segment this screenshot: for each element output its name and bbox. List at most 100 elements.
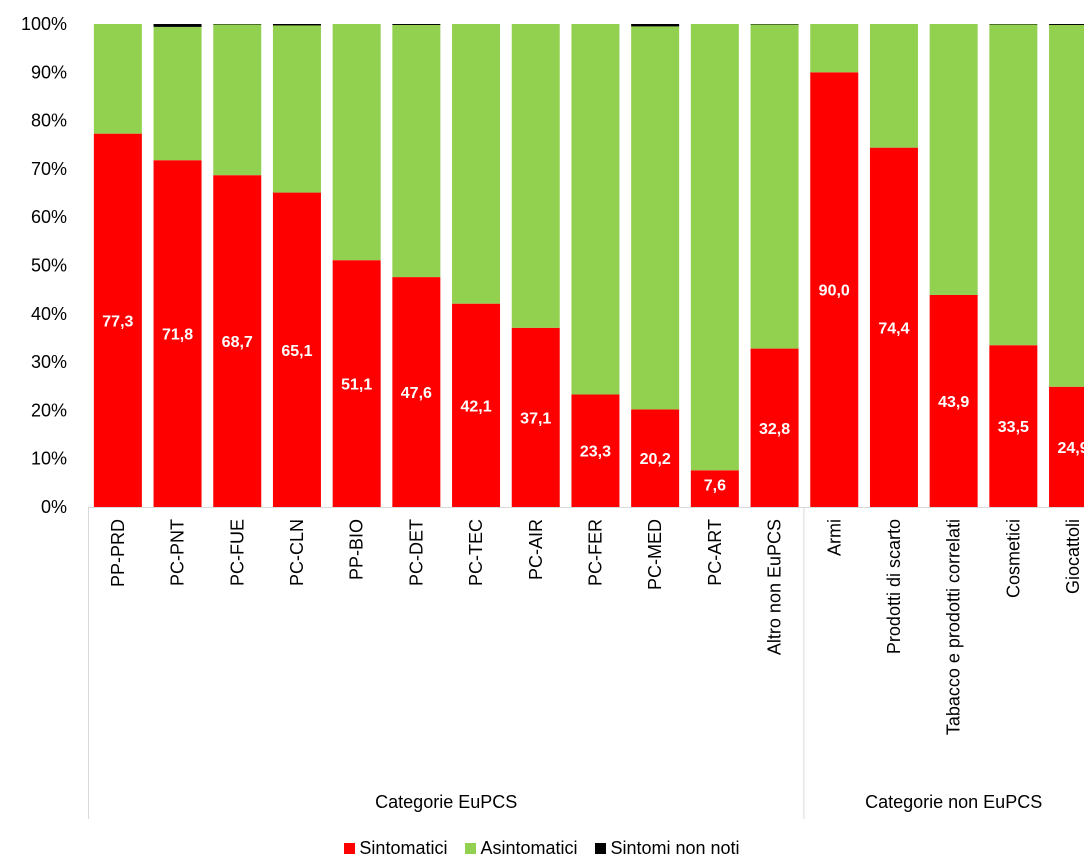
y-tick-label: 30% [31,352,67,372]
data-label-pp-prd: 77,3 [102,313,133,330]
bar-sintomatici-pc-med [631,409,680,507]
data-label-giocattoli: 24,9 [1057,440,1084,457]
y-tick-label: 60% [31,207,67,227]
bar-asintomatici-pp-prd [93,24,142,134]
bar-asintomatici-giocattoli [1049,24,1084,387]
data-label-armi: 90,0 [819,283,850,300]
bar-asintomatici-pc-air [511,24,560,328]
y-tick-label: 10% [31,449,67,469]
x-axis: PP-PRD PC-PNT PC-FUE PC-CLN PP-BIO PC-DET PC-T… [88,507,1084,819]
bar-sintomatici-pc-fer [571,394,620,507]
bar-asintomatici-pc-fue [213,24,262,176]
y-tick-label: 80% [31,111,67,131]
y-tick-label: 90% [31,62,67,82]
bar-sintomatici-armi [810,72,859,508]
bar-sintomatici-giocattoli [1049,386,1084,507]
legend-item-asintomatici: Asintomatici [465,838,577,859]
x-tick-label-armi: Armi [824,519,844,556]
bar-asintomatici-tabacco-e-prodotti-correlati [929,24,978,295]
x-tick-label-pp-prd: PP-PRD [108,519,128,587]
y-tick-label: 100% [21,14,67,34]
x-tick-label-giocattoli: Giocattoli [1063,519,1083,594]
x-tick-label-pc-med: PC-MED [645,519,665,590]
bar-asintomatici-pc-fer [571,24,620,395]
legend-label-asintomatici: Asintomatici [480,838,578,858]
data-label-pc-air: 37,1 [520,410,551,427]
data-label-altro-non-eupcs: 32,8 [759,421,790,438]
bar-sintomatici-pc-tec [452,303,501,507]
data-label-pc-fer: 23,3 [580,444,611,461]
bar-asintomatici-cosmetici [989,24,1038,346]
bar-sintomatici-tabacco-e-prodotti-correlati [929,294,978,507]
bar-sintomatici-altro-non-eupcs [750,348,799,507]
bars: 77,3 71,8 68,7 65,1 51,1 47,6 42,1 37,1 23,3 20,2… [93,24,1084,508]
legend-item-sintomi-non-noti: Sintomi non noti [595,838,740,859]
bar-sintomatici-pp-prd [93,133,142,508]
y-tick-label: 70% [31,159,67,179]
bar-sintomatici-pc-air [511,327,560,507]
x-tick-label-pc-art: PC-ART [705,519,725,586]
legend-label-sintomi-non-noti: Sintomi non noti [610,838,740,858]
bar-sintomi-non-noti-giocattoli [1049,24,1084,25]
bar-sintomatici-pc-cln [272,192,321,507]
x-tick-label-altro-non-eupcs: Altro non EuPCS [765,519,785,655]
x-tick-label-cosmetici: Cosmetici [1003,519,1023,598]
data-label-pc-art: 7,6 [704,477,726,494]
bar-asintomatici-pc-pnt [153,26,202,161]
bar-asintomatici-pc-cln [272,25,321,193]
x-tick-label-tabacco-e-prodotti-correlati: Tabacco e prodotti correlati [944,519,964,735]
y-axis: 0% 10% 20% 30% 40% 50% 60% 70% 80% 90% 100% [21,14,67,517]
legend-swatch-sintomi-non-noti [595,843,607,854]
y-tick-label: 40% [31,304,67,324]
bar-sintomatici-cosmetici [989,345,1038,507]
legend-swatch-sintomatici [344,843,356,854]
x-tick-label-pc-tec: PC-TEC [466,519,486,586]
data-label-pc-det: 47,6 [401,385,432,402]
bar-sintomi-non-noti-pc-cln [272,24,321,26]
bar-asintomatici-pp-bio [332,24,381,261]
data-label-pc-pnt: 71,8 [162,327,193,344]
x-tick-label-pc-fue: PC-FUE [227,519,247,586]
bar-sintomatici-pc-pnt [153,160,202,507]
bar-asintomatici-altro-non-eupcs [750,24,799,349]
legend-label-sintomatici: Sintomatici [359,838,448,858]
data-label-pp-bio: 51,1 [341,377,372,394]
data-label-prodotti-di-scarto: 74,4 [878,320,909,337]
data-label-cosmetici: 33,5 [998,419,1029,436]
bar-sintomatici-pp-bio [332,260,381,507]
data-label-pc-med: 20,2 [640,451,671,468]
bar-sintomi-non-noti-pc-med [631,24,680,27]
y-tick-label: 20% [31,400,67,420]
y-tick-label: 0% [41,497,67,517]
legend: Sintomatici Asintomatici Sintomi non not… [0,838,1084,859]
x-tick-label-pc-fer: PC-FER [585,519,605,586]
bar-sintomi-non-noti-pc-pnt [153,24,202,27]
x-tick-label-pc-air: PC-AIR [526,519,546,580]
bar-asintomatici-armi [810,24,859,73]
bar-sintomatici-pc-det [392,277,441,507]
data-label-tabacco-e-prodotti-correlati: 43,9 [938,394,969,411]
bar-asintomatici-pc-det [392,24,441,278]
group-label-categorie-non-eupcs: Categorie non EuPCS [865,792,1042,812]
data-label-pc-cln: 65,1 [281,343,312,360]
bar-sintomatici-pc-fue [213,175,262,507]
y-tick-label: 50% [31,256,67,276]
bar-sintomatici-pc-art [690,470,739,507]
bar-sintomi-non-noti-pc-det [392,24,441,25]
x-tick-label-pc-cln: PC-CLN [287,519,307,586]
group-label-categorie-eupcs: Categorie EuPCS [375,792,517,812]
bar-asintomatici-pc-art [690,24,739,471]
bar-asintomatici-pc-med [631,26,680,410]
x-tick-label-pc-pnt: PC-PNT [168,519,188,586]
bar-asintomatici-pc-tec [452,24,501,304]
x-tick-label-prodotti-di-scarto: Prodotti di scarto [884,519,904,654]
data-label-pc-fue: 68,7 [222,334,253,351]
legend-item-sintomatici: Sintomatici [344,838,447,859]
x-tick-label-pc-det: PC-DET [406,519,426,586]
bar-asintomatici-prodotti-di-scarto [869,24,918,148]
data-label-pc-tec: 42,1 [460,398,491,415]
legend-swatch-asintomatici [465,843,477,854]
bar-sintomatici-prodotti-di-scarto [869,147,918,507]
x-tick-label-pp-bio: PP-BIO [347,519,367,580]
